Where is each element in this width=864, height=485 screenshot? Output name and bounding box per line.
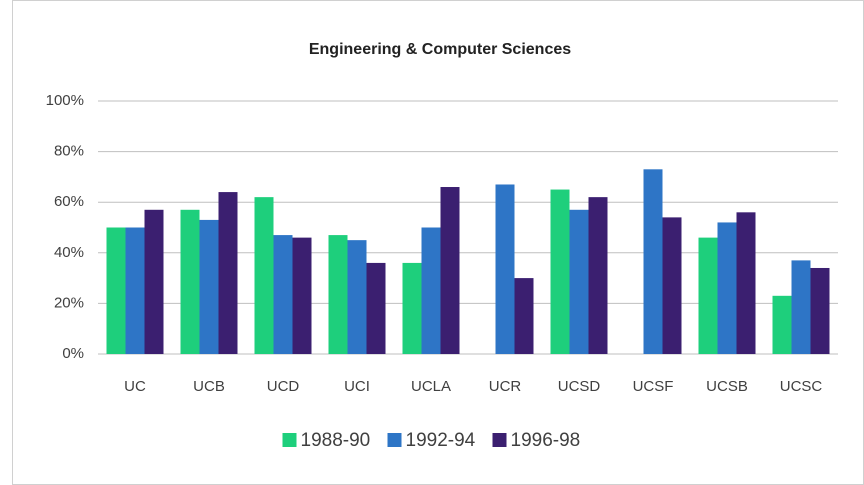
legend-swatch — [282, 433, 297, 447]
bar — [199, 219, 219, 354]
bar — [514, 278, 534, 354]
legend-swatch — [492, 433, 507, 447]
x-tick-label: UCB — [193, 378, 225, 395]
y-tick-label: 80% — [54, 143, 84, 160]
bar — [791, 260, 811, 354]
bar — [328, 235, 348, 354]
x-tick-label: UC — [124, 378, 146, 395]
bar — [180, 209, 200, 354]
y-tick-label: 40% — [54, 244, 84, 261]
bar — [106, 227, 126, 354]
y-tick-label: 0% — [62, 345, 84, 362]
bar — [402, 262, 422, 354]
bar — [717, 222, 737, 354]
bar — [273, 235, 293, 354]
bar — [125, 227, 145, 354]
bar — [643, 169, 663, 354]
bar — [588, 197, 608, 354]
x-tick-label: UCLA — [411, 378, 451, 395]
y-tick-label: 60% — [54, 193, 84, 210]
y-tick-label: 20% — [54, 294, 84, 311]
x-tick-label: UCSD — [558, 378, 601, 395]
legend-label: 1992-94 — [406, 430, 476, 451]
x-tick-label: UCSB — [706, 378, 748, 395]
bar — [440, 187, 460, 354]
x-tick-label: UCI — [344, 378, 370, 395]
x-tick-label: UCSF — [633, 378, 674, 395]
x-tick-label: UCD — [267, 378, 300, 395]
bar — [218, 192, 238, 354]
legend-label: 1996-98 — [511, 430, 581, 451]
bar — [366, 262, 386, 354]
bar — [347, 240, 367, 354]
legend-label: 1988-90 — [301, 430, 371, 451]
bar — [495, 184, 515, 354]
bar — [662, 217, 682, 354]
bar — [698, 237, 718, 354]
bar — [254, 197, 274, 354]
chart-title: Engineering & Computer Sciences — [309, 41, 571, 58]
bar — [421, 227, 441, 354]
bar — [144, 209, 164, 354]
x-tick-label: UCR — [489, 378, 522, 395]
y-tick-label: 100% — [46, 92, 84, 109]
legend-swatch — [387, 433, 402, 447]
x-tick-label: UCSC — [780, 378, 823, 395]
bar — [569, 209, 589, 354]
bar — [292, 237, 312, 354]
bar — [550, 189, 570, 354]
bar — [736, 212, 756, 354]
bar — [810, 267, 830, 354]
bar — [772, 295, 792, 354]
